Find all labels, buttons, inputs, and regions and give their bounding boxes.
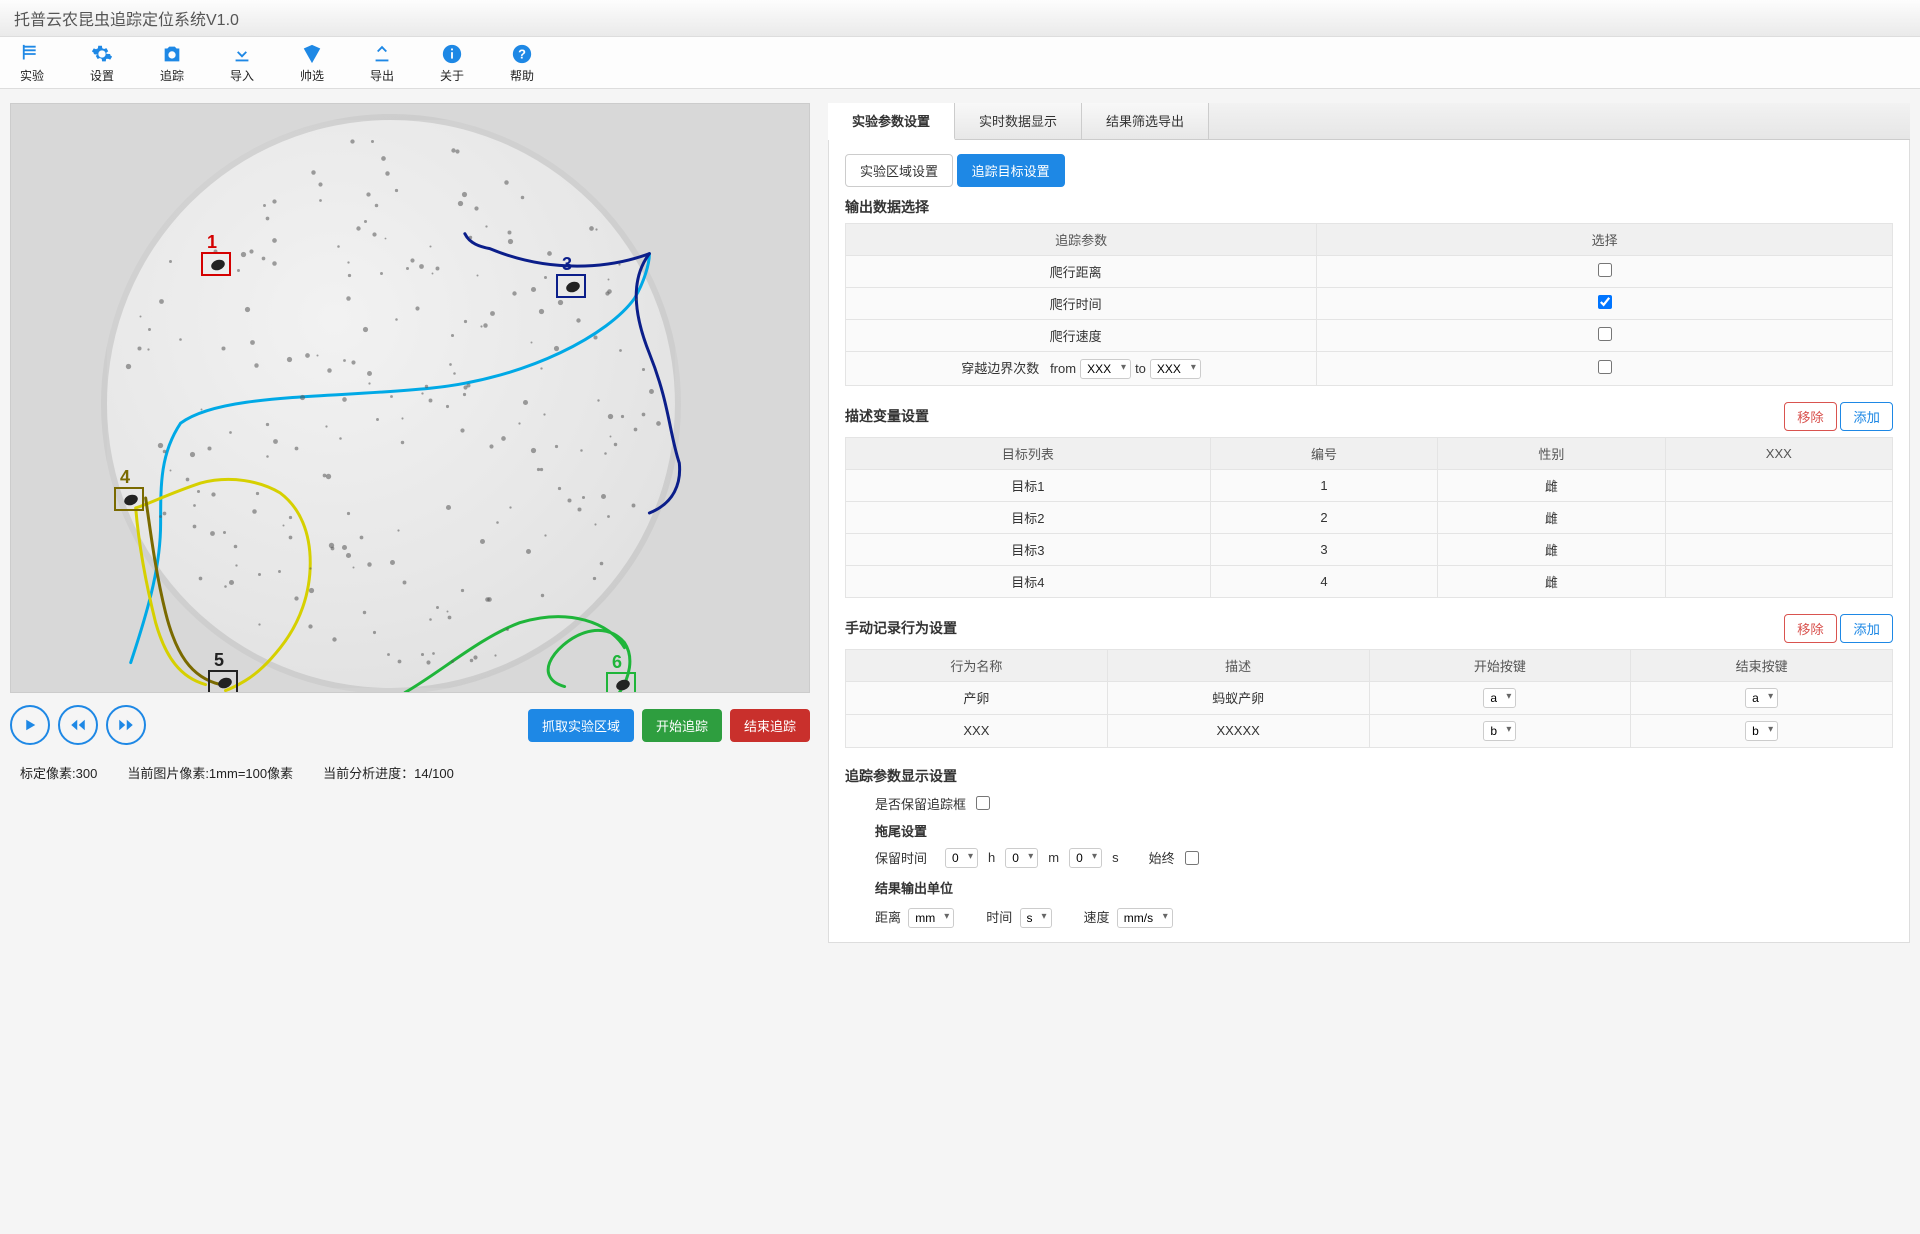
start-key-select[interactable]: b (1483, 721, 1516, 741)
param-name: 爬行距离 (846, 256, 1317, 288)
end-key-select[interactable]: b (1745, 721, 1778, 741)
grab-region-button[interactable]: 抓取实验区域 (528, 709, 634, 742)
hour-select[interactable]: 0 (945, 848, 978, 868)
toolbar-experiment[interactable]: 实验 (8, 43, 56, 84)
toolbar-gear[interactable]: 设置 (78, 43, 126, 84)
manual-title: 手动记录行为设置 (845, 618, 957, 638)
speed-unit-select[interactable]: mm/s (1117, 908, 1173, 928)
calib-pixel-label: 标定像素:300 (20, 763, 97, 782)
tab-export[interactable]: 结果筛选导出 (1082, 103, 1209, 139)
param-check-3[interactable] (1598, 360, 1612, 374)
manual-add-button[interactable]: 添加 (1840, 614, 1893, 643)
desc-remove-button[interactable]: 移除 (1784, 402, 1837, 431)
toolbar-export[interactable]: 导出 (358, 43, 406, 84)
table-row[interactable]: 目标22雌 (846, 501, 1893, 533)
video-viewer[interactable]: 1 3 4 5 6 (10, 103, 810, 693)
keep-box-checkbox[interactable] (976, 796, 990, 810)
right-tabs: 实验参数设置 实时数据显示 结果筛选导出 (828, 103, 1910, 140)
param-name: 爬行速度 (846, 320, 1317, 352)
title-bar: 托普云农昆虫追踪定位系统V1.0 (0, 0, 1920, 37)
to-select[interactable]: XXX (1150, 359, 1201, 379)
param-check-2[interactable] (1598, 327, 1612, 341)
main-toolbar: 实验设置追踪导入帅选导出关于 ?帮助 (0, 37, 1920, 89)
target-marker-6[interactable]: 6 (606, 672, 636, 693)
end-key-select[interactable]: a (1745, 688, 1778, 708)
trail-label: 拖尾设置 (875, 821, 1893, 840)
tab-param-settings[interactable]: 实验参数设置 (828, 103, 955, 140)
always-label: 始终 (1149, 848, 1175, 867)
output-select-table: 追踪参数 选择 爬行距离 爬行时间 爬行速度 穿越边界次数 from XXX t… (845, 223, 1893, 386)
param-name: 爬行时间 (846, 288, 1317, 320)
desc-var-table: 目标列表编号性别XXX 目标11雌目标22雌目标33雌目标44雌 (845, 437, 1893, 598)
subtab-target[interactable]: 追踪目标设置 (957, 154, 1065, 187)
always-checkbox[interactable] (1185, 851, 1199, 865)
toolbar-import[interactable]: 导入 (218, 43, 266, 84)
from-select[interactable]: XXX (1080, 359, 1131, 379)
tab-realtime[interactable]: 实时数据显示 (955, 103, 1082, 139)
table-row[interactable]: 目标11雌 (846, 469, 1893, 501)
sec-select[interactable]: 0 (1069, 848, 1102, 868)
start-key-select[interactable]: a (1483, 688, 1516, 708)
play-button[interactable] (10, 705, 50, 745)
toolbar-info[interactable]: 关于 (428, 43, 476, 84)
target-marker-3[interactable]: 3 (556, 274, 586, 298)
toolbar-filter[interactable]: 帅选 (288, 43, 336, 84)
progress-label: 当前分析进度：14/100 (323, 763, 454, 782)
target-marker-1[interactable]: 1 (201, 252, 231, 276)
desc-var-title: 描述变量设置 (845, 406, 929, 426)
target-marker-4[interactable]: 4 (114, 487, 144, 511)
manual-table: 行为名称描述开始按键结束按键 产卵蚂蚁产卵aaXXXXXXXXbb (845, 649, 1893, 748)
toolbar-help[interactable]: ?帮助 (498, 43, 546, 84)
keep-box-label: 是否保留追踪框 (875, 794, 966, 813)
pixel-size-label: 当前图片像素:1mm=100像素 (127, 763, 293, 782)
unit-title: 结果输出单位 (875, 878, 1893, 897)
target-marker-5[interactable]: 5 (208, 670, 238, 693)
start-track-button[interactable]: 开始追踪 (642, 709, 722, 742)
table-row[interactable]: 目标44雌 (846, 565, 1893, 597)
forward-button[interactable] (106, 705, 146, 745)
param-name: 穿越边界次数 from XXX to XXX (846, 352, 1317, 386)
keep-time-label: 保留时间 (875, 848, 935, 867)
rewind-button[interactable] (58, 705, 98, 745)
min-select[interactable]: 0 (1005, 848, 1038, 868)
end-track-button[interactable]: 结束追踪 (730, 709, 810, 742)
svg-text:?: ? (518, 47, 526, 62)
manual-remove-button[interactable]: 移除 (1784, 614, 1837, 643)
toolbar-camera[interactable]: 追踪 (148, 43, 196, 84)
subtab-region[interactable]: 实验区域设置 (845, 154, 953, 187)
dist-unit-select[interactable]: mm (908, 908, 954, 928)
table-row[interactable]: XXXXXXXXbb (846, 714, 1893, 747)
display-title: 追踪参数显示设置 (845, 766, 1893, 786)
param-check-1[interactable] (1598, 295, 1612, 309)
output-select-title: 输出数据选择 (845, 197, 1893, 217)
table-row[interactable]: 产卵蚂蚁产卵aa (846, 681, 1893, 714)
param-check-0[interactable] (1598, 263, 1612, 277)
time-unit-select[interactable]: s (1020, 908, 1052, 928)
desc-add-button[interactable]: 添加 (1840, 402, 1893, 431)
th-param: 追踪参数 (846, 224, 1317, 256)
th-select: 选择 (1317, 224, 1893, 256)
table-row[interactable]: 目标33雌 (846, 533, 1893, 565)
